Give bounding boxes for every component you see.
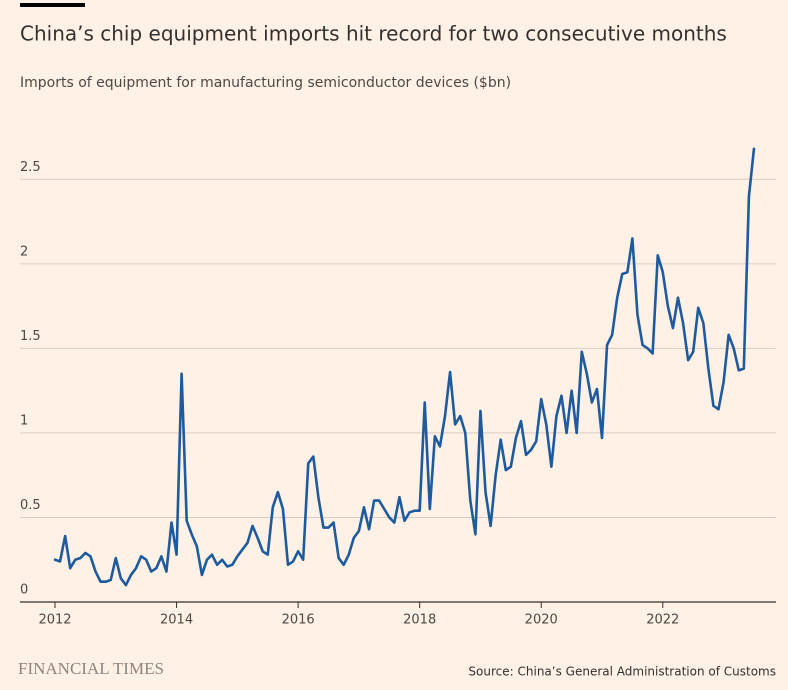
x-tick-label: 2012 (38, 613, 71, 628)
accent-bar (20, 3, 85, 7)
line-series (53, 147, 756, 587)
x-tick-label: 2020 (525, 613, 558, 628)
x-tick-label: 2014 (160, 613, 193, 628)
chart-title: China’s chip equipment imports hit recor… (20, 22, 727, 46)
source: Source: China’s General Administration o… (468, 665, 776, 679)
y-tick-label: 2 (20, 244, 28, 259)
y-tick-label: 1.5 (20, 329, 41, 344)
chart-subtitle: Imports of equipment for manufacturing s… (20, 75, 511, 91)
x-tick-label: 2022 (646, 613, 679, 628)
x-tick-label: 2018 (403, 613, 436, 628)
y-tick-label: 0 (20, 583, 28, 598)
y-tick-label: 0.5 (20, 498, 41, 513)
brand: FINANCIAL TIMES (18, 659, 164, 678)
y-tick-label: 2.5 (20, 160, 41, 175)
y-tick-label: 1 (20, 413, 28, 428)
x-tick-label: 2016 (282, 613, 315, 628)
